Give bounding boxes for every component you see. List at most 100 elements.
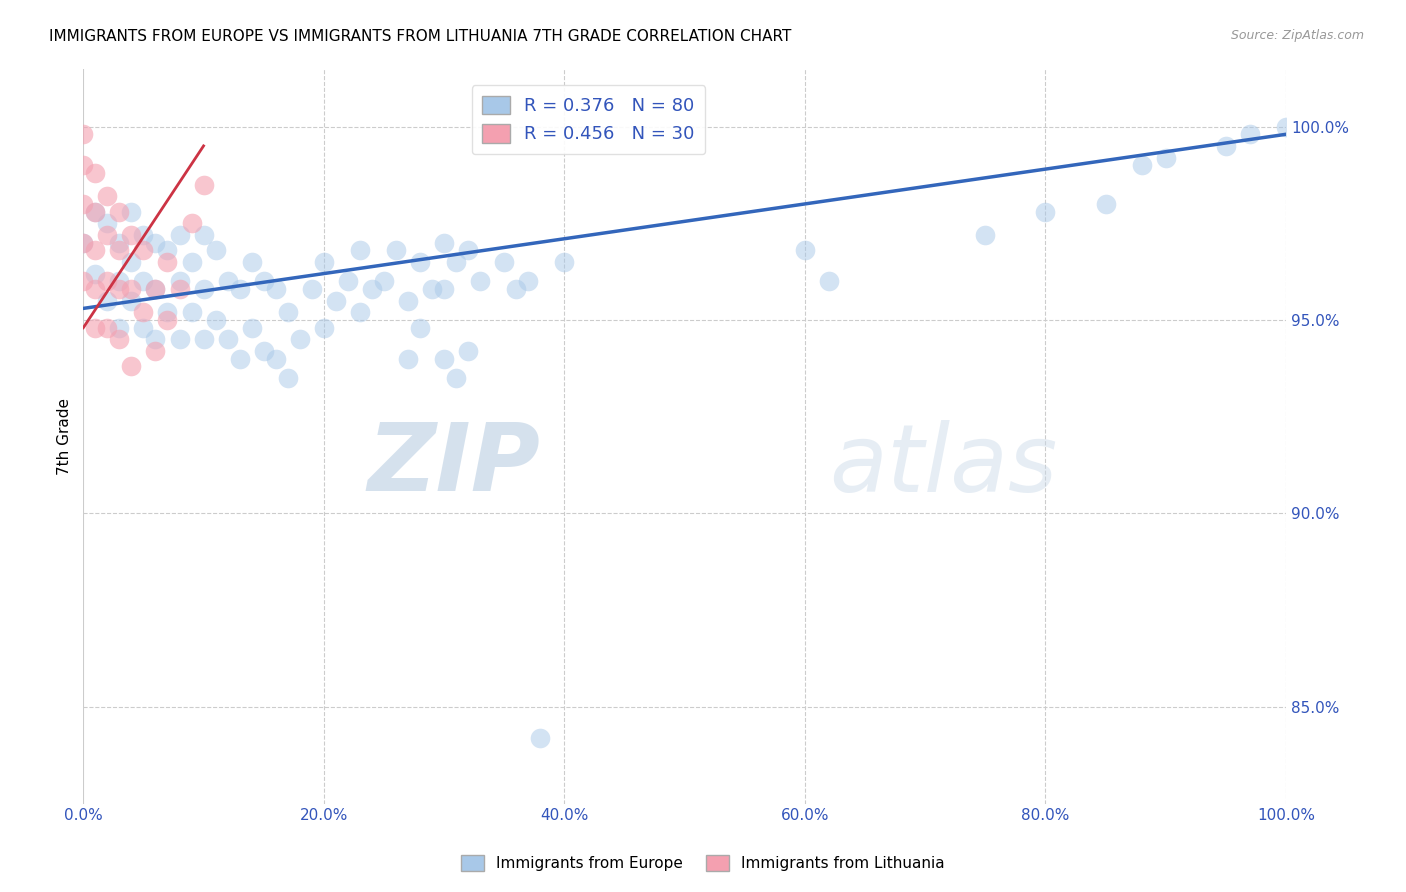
Point — [420, 282, 443, 296]
Point — [120, 282, 142, 296]
Point — [145, 343, 167, 358]
Point — [433, 351, 456, 366]
Point — [312, 320, 335, 334]
Legend: R = 0.376   N = 80, R = 0.456   N = 30: R = 0.376 N = 80, R = 0.456 N = 30 — [471, 85, 706, 154]
Point — [494, 255, 516, 269]
Point — [84, 204, 107, 219]
Text: atlas: atlas — [830, 420, 1057, 511]
Point — [253, 343, 276, 358]
Point — [72, 197, 94, 211]
Point — [120, 227, 142, 242]
Text: Source: ZipAtlas.com: Source: ZipAtlas.com — [1230, 29, 1364, 42]
Point — [145, 282, 167, 296]
Point — [120, 204, 142, 219]
Point — [204, 244, 226, 258]
Point — [96, 293, 118, 308]
Point — [108, 235, 131, 250]
Point — [1130, 158, 1153, 172]
Point — [433, 282, 456, 296]
Point — [96, 189, 118, 203]
Point — [361, 282, 384, 296]
Point — [169, 274, 191, 288]
Point — [156, 313, 179, 327]
Point — [217, 332, 239, 346]
Point — [132, 320, 155, 334]
Point — [409, 320, 432, 334]
Point — [240, 255, 263, 269]
Point — [84, 320, 107, 334]
Text: ZIP: ZIP — [367, 419, 540, 511]
Point — [96, 227, 118, 242]
Point — [433, 235, 456, 250]
Point — [409, 255, 432, 269]
Point — [793, 244, 815, 258]
Point — [169, 227, 191, 242]
Point — [156, 244, 179, 258]
Point — [132, 244, 155, 258]
Point — [72, 235, 94, 250]
Point — [84, 267, 107, 281]
Point — [72, 128, 94, 142]
Point — [1094, 197, 1116, 211]
Point — [325, 293, 347, 308]
Text: IMMIGRANTS FROM EUROPE VS IMMIGRANTS FROM LITHUANIA 7TH GRADE CORRELATION CHART: IMMIGRANTS FROM EUROPE VS IMMIGRANTS FRO… — [49, 29, 792, 44]
Point — [180, 255, 202, 269]
Point — [84, 244, 107, 258]
Point — [505, 282, 527, 296]
Point — [108, 332, 131, 346]
Point — [444, 371, 467, 385]
Point — [72, 235, 94, 250]
Point — [132, 274, 155, 288]
Point — [132, 227, 155, 242]
Point — [240, 320, 263, 334]
Point — [84, 166, 107, 180]
Point — [349, 305, 371, 319]
Point — [312, 255, 335, 269]
Point — [373, 274, 395, 288]
Point — [169, 332, 191, 346]
Point — [277, 305, 299, 319]
Point — [108, 274, 131, 288]
Point — [336, 274, 359, 288]
Point — [1154, 151, 1177, 165]
Point — [156, 255, 179, 269]
Point — [349, 244, 371, 258]
Point — [553, 255, 575, 269]
Point — [180, 216, 202, 230]
Point — [228, 282, 250, 296]
Point — [96, 216, 118, 230]
Point — [193, 178, 215, 192]
Point — [277, 371, 299, 385]
Point — [1035, 204, 1057, 219]
Point — [253, 274, 276, 288]
Point — [470, 274, 492, 288]
Point — [1275, 120, 1298, 134]
Point — [96, 320, 118, 334]
Point — [457, 343, 479, 358]
Point — [145, 282, 167, 296]
Point — [96, 274, 118, 288]
Point — [145, 235, 167, 250]
Point — [180, 305, 202, 319]
Point — [288, 332, 311, 346]
Point — [818, 274, 841, 288]
Point — [193, 227, 215, 242]
Point — [396, 351, 419, 366]
Point — [84, 204, 107, 219]
Point — [1215, 139, 1237, 153]
Point — [385, 244, 408, 258]
Point — [145, 332, 167, 346]
Point — [301, 282, 323, 296]
Point — [193, 282, 215, 296]
Point — [228, 351, 250, 366]
Point — [108, 320, 131, 334]
Y-axis label: 7th Grade: 7th Grade — [58, 398, 72, 475]
Point — [204, 313, 226, 327]
Point — [1239, 128, 1261, 142]
Point — [396, 293, 419, 308]
Point — [72, 158, 94, 172]
Point — [84, 282, 107, 296]
Point — [217, 274, 239, 288]
Legend: Immigrants from Europe, Immigrants from Lithuania: Immigrants from Europe, Immigrants from … — [456, 849, 950, 877]
Point — [120, 359, 142, 374]
